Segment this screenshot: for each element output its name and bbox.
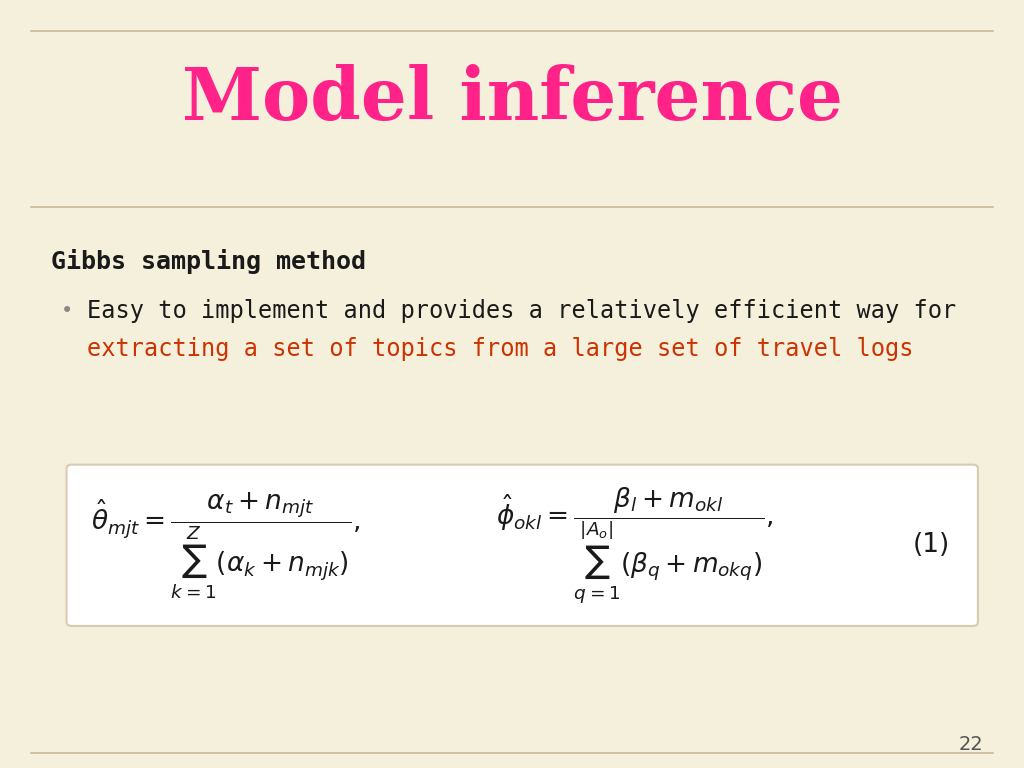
Text: extracting a set of topics from a large set of travel logs: extracting a set of topics from a large … [87, 337, 913, 362]
Text: Gibbs sampling method: Gibbs sampling method [51, 249, 367, 273]
Text: Easy to implement and provides a relatively efficient way for: Easy to implement and provides a relativ… [87, 299, 956, 323]
Text: Model inference: Model inference [181, 65, 843, 135]
Text: (1): (1) [913, 532, 950, 558]
Text: •: • [60, 301, 73, 321]
FancyBboxPatch shape [67, 465, 978, 626]
Text: $\hat{\theta}_{mjt} = \dfrac{\alpha_t + n_{mjt}}{\sum_{k=1}^{Z}(\alpha_k + n_{mj: $\hat{\theta}_{mjt} = \dfrac{\alpha_t + … [91, 490, 359, 601]
Text: $\hat{\phi}_{okl} = \dfrac{\beta_l + m_{okl}}{\sum_{q=1}^{|A_o|}(\beta_q + m_{ok: $\hat{\phi}_{okl} = \dfrac{\beta_l + m_{… [496, 485, 774, 605]
Text: 22: 22 [958, 736, 983, 754]
